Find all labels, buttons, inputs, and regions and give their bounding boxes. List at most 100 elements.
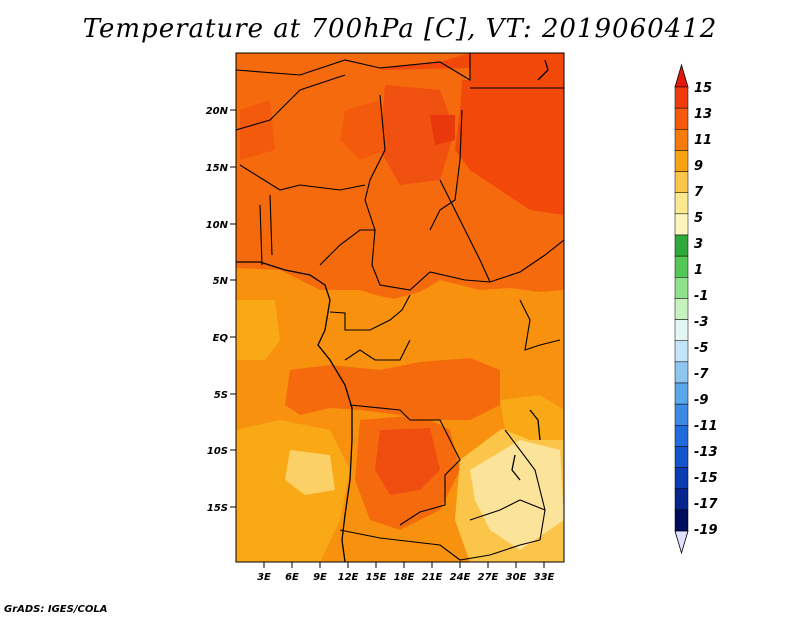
colorbar-label: -1	[694, 289, 708, 304]
lon-label: 9E	[313, 572, 327, 583]
colorbar-label: 9	[694, 159, 703, 174]
field-equatorial	[236, 268, 564, 390]
colorbar-swatch	[674, 107, 689, 130]
border-north	[236, 53, 471, 81]
colorbar-label: 15	[694, 81, 712, 96]
border-benin-togo	[259, 194, 273, 266]
colorbar-swatch	[674, 467, 689, 489]
coastline-lakes	[511, 409, 541, 481]
colorbar-label: 13	[694, 107, 712, 122]
temperature-field	[236, 53, 564, 562]
colorbar-swatch	[674, 403, 689, 426]
colorbar-label: 11	[694, 133, 712, 148]
border-nigeria-cameroon	[319, 229, 375, 266]
colorbar-label: 3	[694, 237, 703, 252]
lon-label: 12E	[338, 572, 359, 583]
lon-label: 33E	[534, 572, 555, 583]
lon-label: 24E	[450, 572, 471, 583]
field-cool-coast	[236, 300, 280, 360]
colorbar-bottom-arrow	[674, 530, 689, 555]
border-sudan-west	[429, 109, 463, 231]
colorbar-swatch	[674, 298, 689, 320]
colorbar-swatch	[674, 86, 689, 109]
field-coolest-southeast	[470, 440, 564, 550]
border-east-lakes	[519, 299, 561, 351]
colorbar-swatch	[674, 488, 689, 511]
colorbar-swatch	[674, 319, 689, 341]
field-core-1	[430, 115, 455, 145]
colorbar-swatch	[674, 129, 689, 151]
colorbar-swatch	[674, 277, 689, 299]
border-gabon-congo	[329, 294, 411, 331]
colorbar-swatch	[674, 446, 689, 468]
lon-label: 3E	[257, 572, 271, 583]
lon-label: 27E	[478, 572, 499, 583]
lon-label: 18E	[394, 572, 415, 583]
border-angola	[349, 404, 461, 526]
colorbar-swatch	[674, 255, 689, 278]
border-south	[339, 529, 541, 561]
lon-label: 30E	[506, 572, 527, 583]
colorbar-label: -15	[694, 471, 718, 486]
map-title: Temperature at 700hPa [C], VT: 201906041…	[82, 14, 718, 44]
colorbar-swatch	[674, 150, 689, 172]
lat-label: 15N	[206, 163, 229, 174]
border-central-1	[364, 94, 564, 291]
colorbar: 15 13 11 9 7 5 3 1 -1 -3 -5 -7 -9 -11 -13 -15 -17 -19	[674, 63, 718, 555]
country-borders	[236, 53, 564, 561]
border-congo-drc	[344, 339, 411, 361]
field-cooler-southwest	[285, 450, 335, 495]
lat-label: 5N	[213, 276, 229, 287]
colorbar-swatch	[674, 234, 689, 257]
colorbar-label: -13	[694, 445, 718, 460]
coastline	[236, 59, 549, 562]
lat-label: EQ	[213, 333, 229, 344]
lon-label: 21E	[422, 572, 443, 583]
lat-label: 5S	[214, 390, 228, 401]
lat-label: 20N	[206, 106, 229, 117]
field-hot-niger	[340, 100, 385, 160]
colorbar-swatch	[674, 192, 689, 215]
lat-axis: 20N 15N 10N 5N EQ 5S 10S 15S	[206, 106, 236, 514]
lon-label: 15E	[366, 572, 387, 583]
lat-label: 15S	[207, 503, 228, 514]
colorbar-label: 7	[694, 185, 704, 200]
lon-label: 6E	[285, 572, 299, 583]
colorbar-label: 1	[694, 263, 703, 278]
colorbar-label: -7	[694, 367, 709, 382]
colorbar-label: -3	[694, 315, 708, 330]
colorbar-swatch	[674, 382, 689, 405]
lat-label: 10S	[207, 446, 228, 457]
map-frame	[235, 52, 565, 563]
border-niger-nigeria	[239, 164, 366, 191]
colorbar-swatch	[674, 361, 689, 384]
lat-label: 10N	[206, 220, 229, 231]
colorbar-label: -19	[694, 523, 718, 538]
colorbar-label: 5	[694, 211, 703, 226]
border-mali	[236, 74, 346, 131]
coastline-west	[236, 261, 353, 562]
border-malawi	[504, 429, 546, 541]
colorbar-label: -17	[694, 497, 718, 512]
colorbar-label: -9	[694, 393, 708, 408]
colorbar-swatch	[674, 171, 689, 193]
lon-axis: 3E 6E 9E 12E 15E 18E 21E 24E 27E 30E 33E	[257, 562, 555, 583]
colorbar-label: -5	[694, 341, 708, 356]
field-hot-west	[240, 100, 275, 160]
colorbar-swatch	[674, 509, 689, 532]
colorbar-top-arrow	[674, 63, 689, 88]
colorbar-swatch	[674, 340, 689, 363]
coastline-northeast	[537, 59, 549, 81]
field-hot-east	[455, 80, 564, 215]
field-hot-angola	[375, 428, 440, 495]
border-chad-sudan	[439, 179, 491, 283]
border-zambia	[469, 499, 546, 521]
colorbar-swatch	[674, 213, 689, 236]
colorbar-label: -11	[694, 419, 718, 434]
colorbar-swatch	[674, 425, 689, 447]
credit-label: GrADS: IGES/COLA	[4, 604, 108, 615]
field-east-rift	[500, 395, 564, 440]
field-hot-chad	[380, 85, 455, 185]
